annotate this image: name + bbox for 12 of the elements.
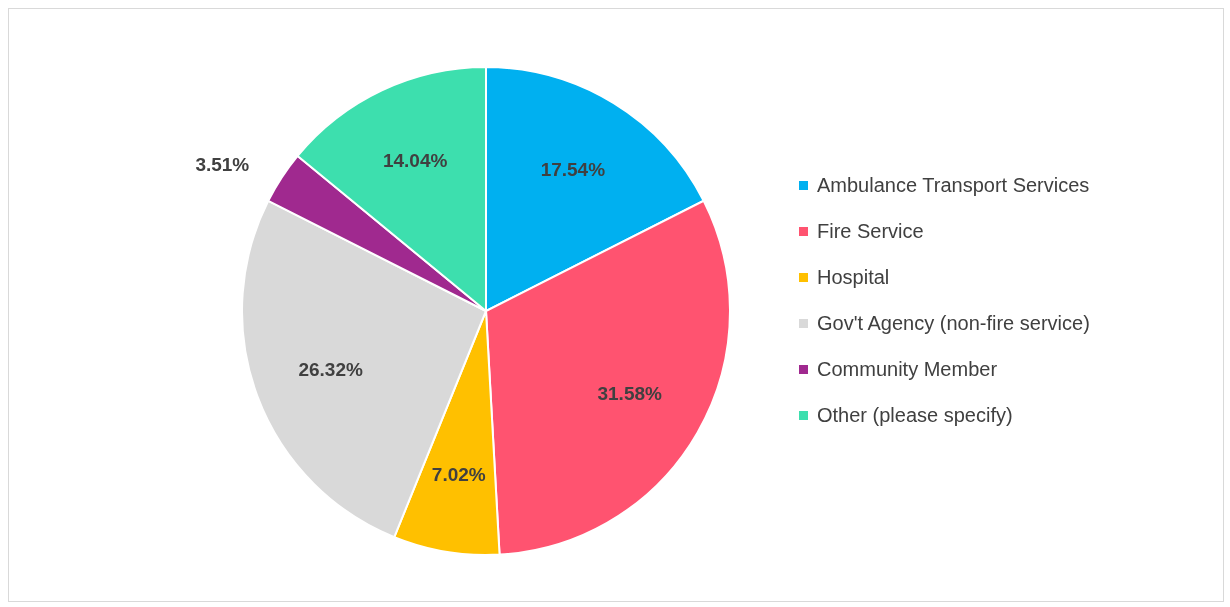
legend-label: Other (please specify) [817, 404, 1013, 426]
legend-label: Hospital [817, 266, 890, 288]
legend-label: Fire Service [817, 220, 924, 242]
legend-label: Gov't Agency (non-fire service) [817, 312, 1090, 334]
data-label: 3.51% [195, 153, 250, 175]
data-label: 31.58% [597, 383, 663, 405]
data-label: 7.02% [431, 464, 486, 486]
data-label: 26.32% [298, 358, 363, 380]
legend-label: Ambulance Transport Services [817, 174, 1090, 196]
data-label: 17.54% [540, 159, 606, 181]
legend-label: Community Member [817, 358, 998, 380]
data-label: 14.04% [382, 150, 448, 172]
